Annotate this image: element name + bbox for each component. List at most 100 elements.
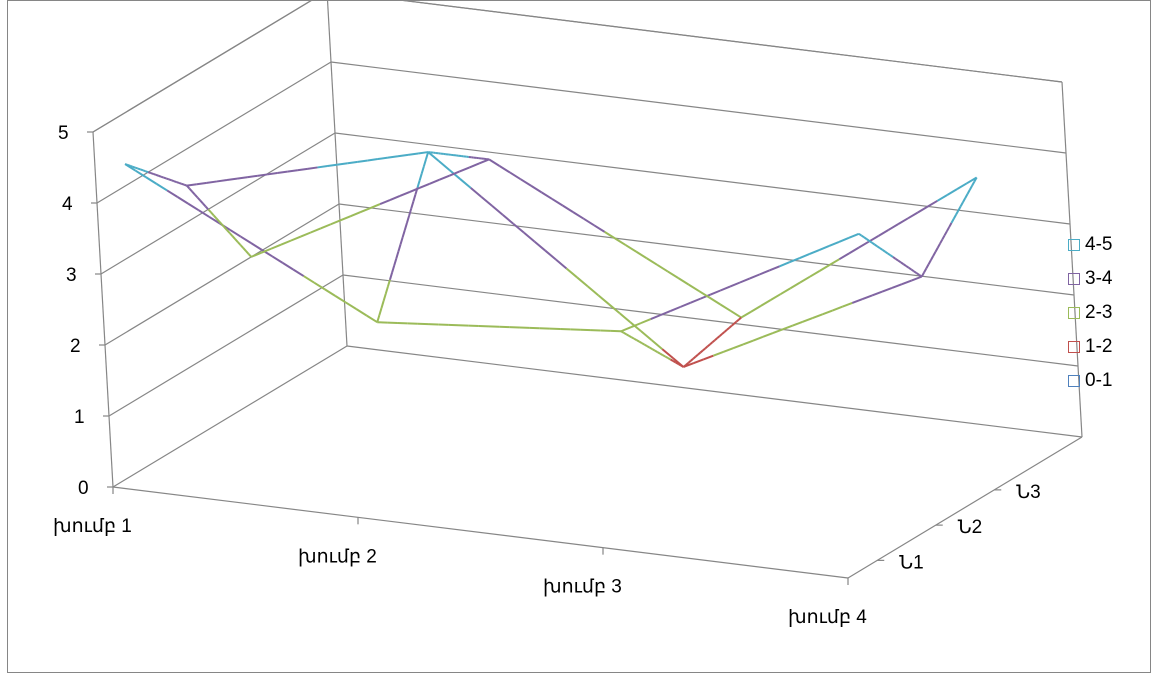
surface-row-line	[608, 303, 621, 315]
surface-row-line	[878, 229, 889, 237]
surface-column-line	[226, 229, 231, 234]
surface-row-line	[779, 287, 791, 296]
surface-column-line	[923, 267, 928, 273]
back-wall-right	[1061, 81, 1083, 438]
surface-row-line	[449, 170, 460, 177]
surface-column-line	[142, 169, 146, 173]
surface-column-line	[932, 251, 937, 257]
surface-column-line	[959, 201, 964, 207]
surface-column-line	[894, 257, 899, 262]
surface-column-line	[625, 333, 630, 337]
surface-column-line	[962, 197, 967, 203]
surface-column-line	[382, 293, 387, 302]
surface-column-line	[682, 364, 687, 368]
surface-column-line	[129, 164, 134, 168]
surface-column-line	[716, 335, 721, 339]
gridlines	[92, 0, 1083, 488]
chart-area	[7, 0, 1151, 673]
value-tick-label: 5	[58, 123, 69, 144]
surface-row-line	[317, 165, 328, 169]
surface-row-line	[345, 301, 357, 310]
surface-row-line	[324, 288, 336, 297]
surface-column-line	[636, 339, 640, 343]
surface-row-line	[480, 196, 493, 207]
surface-row-line	[749, 273, 761, 280]
side-gridline	[108, 274, 344, 417]
surface-column-line	[401, 229, 406, 238]
surface-row-line	[917, 205, 929, 214]
surface-row-line	[282, 262, 294, 271]
surface-row-line	[198, 209, 210, 218]
surface-column-line	[884, 250, 889, 255]
surface-column-line	[952, 214, 957, 220]
surface-wireframe	[124, 151, 978, 368]
surface-column-line	[147, 171, 152, 174]
surface-column-line	[718, 333, 723, 337]
surface-column-line	[412, 194, 417, 202]
surface-row-line	[620, 326, 632, 333]
surface-row-line	[907, 211, 919, 220]
surface-column-line	[245, 250, 250, 255]
surface-row-line	[712, 350, 724, 357]
surface-column-line	[863, 236, 868, 240]
surface-row-line	[357, 159, 368, 163]
surface-row-line	[334, 295, 347, 304]
surface-column-line	[943, 230, 948, 236]
surface-row-line	[690, 297, 701, 304]
surface-column-line	[393, 258, 398, 266]
surface-column-line	[168, 178, 172, 182]
surface-column-line	[654, 349, 659, 353]
surface-row-line	[829, 258, 840, 266]
legend-item: 1-2	[1068, 330, 1148, 364]
surface-column-line	[690, 357, 694, 362]
surface-row-line	[297, 167, 308, 172]
surface-column-line	[936, 243, 941, 249]
surface-row-line	[303, 275, 315, 284]
surface-column-line	[672, 360, 677, 364]
surface-row-line	[417, 151, 429, 155]
surface-column-line	[140, 168, 144, 172]
surface-row-line	[330, 219, 341, 226]
surface-row-line	[832, 305, 843, 312]
surface-column-line	[391, 265, 396, 273]
surface-row-line	[369, 203, 381, 210]
surface-column-line	[687, 360, 692, 364]
surface-column-line	[738, 316, 742, 321]
surface-row-line	[772, 328, 784, 335]
surface-row-line	[719, 303, 732, 312]
surface-row-line	[250, 242, 263, 251]
surface-column-line	[728, 325, 733, 329]
surface-column-line	[641, 342, 645, 346]
surface-row-line	[429, 178, 440, 185]
surface-column-line	[730, 322, 735, 327]
surface-row-line	[861, 294, 873, 301]
surface-column-line	[380, 300, 385, 309]
surface-row-line	[789, 257, 800, 264]
category-tick-label: խումբ 1	[53, 516, 132, 537]
surface-row-line	[277, 170, 288, 175]
surface-row-line	[399, 190, 411, 197]
surface-row-line	[520, 178, 532, 187]
surface-column-line	[420, 165, 425, 174]
legend-label: 2-3	[1085, 302, 1113, 323]
surface-column-line	[667, 357, 672, 361]
surface-row-line	[359, 207, 371, 214]
surface-column-line	[866, 238, 870, 242]
surface-row-line	[677, 277, 690, 286]
surface-row-line	[240, 235, 252, 244]
axes	[87, 131, 1083, 585]
surface-column-line	[132, 165, 136, 169]
surface-column-line	[408, 208, 413, 217]
surface-row-line	[703, 354, 714, 361]
surface-column-line	[397, 243, 402, 252]
surface-column-line	[685, 362, 690, 366]
legend-label: 0-1	[1085, 370, 1113, 391]
value-axis	[92, 131, 114, 488]
surface-row-line	[799, 253, 810, 260]
surface-row-line	[491, 205, 504, 216]
surface-row-line	[770, 293, 781, 301]
surface-column-line	[966, 189, 971, 195]
surface-column-line	[199, 199, 204, 205]
surface-row-line	[468, 162, 480, 169]
surface-column-line	[735, 318, 740, 323]
